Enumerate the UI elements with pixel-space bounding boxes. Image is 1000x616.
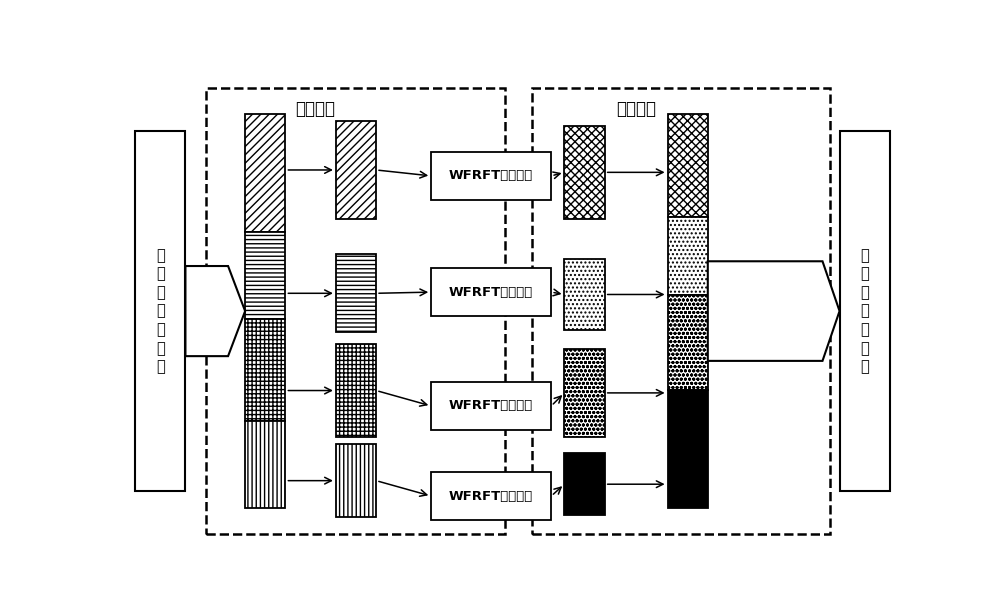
Polygon shape bbox=[185, 266, 245, 356]
Polygon shape bbox=[708, 261, 840, 361]
Bar bbox=[431, 472, 551, 520]
Bar bbox=[206, 88, 505, 534]
Text: WFRFT处理模块: WFRFT处理模块 bbox=[449, 399, 533, 413]
Bar bbox=[840, 131, 890, 492]
Bar bbox=[668, 217, 708, 295]
Bar bbox=[245, 232, 285, 319]
Text: WFRFT处理模块: WFRFT处理模块 bbox=[449, 490, 533, 503]
Bar bbox=[245, 421, 285, 508]
Bar bbox=[431, 152, 551, 200]
Bar bbox=[564, 259, 605, 330]
Text: WFRFT处理模块: WFRFT处理模块 bbox=[449, 169, 533, 182]
Text: 加
密
处
理
后
数
据: 加 密 处 理 后 数 据 bbox=[860, 248, 869, 375]
Text: 加
密
处
理
前
数
据: 加 密 处 理 前 数 据 bbox=[156, 248, 165, 375]
Text: 数据分段: 数据分段 bbox=[295, 100, 335, 118]
Bar bbox=[336, 254, 376, 333]
Bar bbox=[532, 88, 830, 534]
Bar bbox=[336, 121, 376, 219]
Bar bbox=[564, 453, 605, 515]
Bar bbox=[431, 269, 551, 316]
Text: WFRFT处理模块: WFRFT处理模块 bbox=[449, 286, 533, 299]
Bar bbox=[564, 126, 605, 219]
Bar bbox=[336, 444, 376, 517]
Bar bbox=[245, 114, 285, 232]
Bar bbox=[431, 382, 551, 430]
Bar bbox=[135, 131, 185, 492]
Bar bbox=[668, 295, 708, 390]
Bar bbox=[668, 390, 708, 508]
Bar bbox=[564, 349, 605, 437]
Bar bbox=[668, 114, 708, 217]
Text: 数据合成: 数据合成 bbox=[616, 100, 656, 118]
Bar bbox=[245, 319, 285, 421]
Bar bbox=[336, 344, 376, 437]
